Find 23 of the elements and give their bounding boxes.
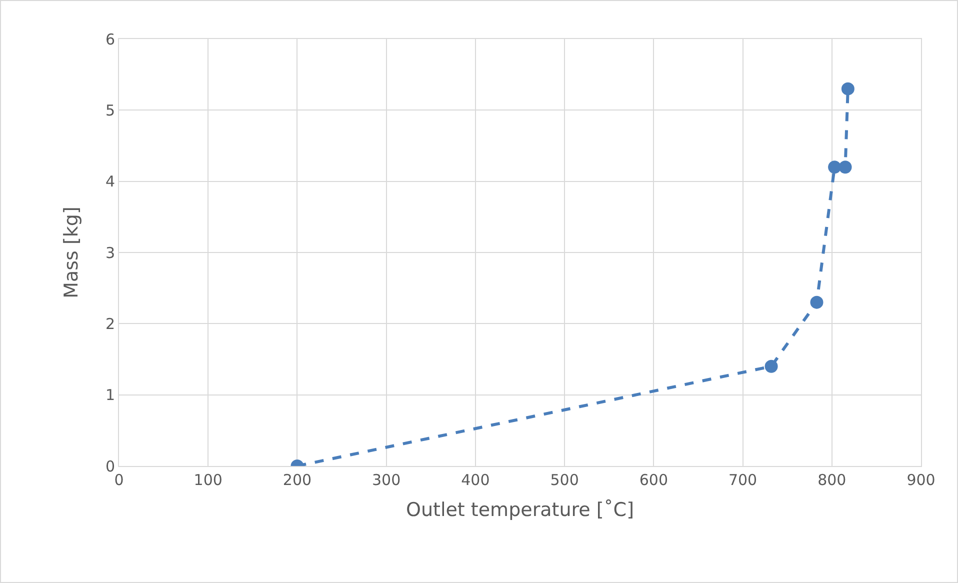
y-tick-label: 2 [105, 314, 115, 333]
y-tick-label: 6 [105, 30, 115, 48]
x-tick-label: 400 [461, 471, 490, 489]
point [810, 296, 824, 309]
y-axis-title: Mass [kg] [60, 206, 82, 298]
point [841, 82, 854, 96]
point [828, 160, 842, 174]
y-tick-label: 0 [105, 457, 115, 476]
x-tick-label: 300 [372, 471, 401, 489]
point [764, 360, 778, 373]
x-tick-label: 600 [639, 471, 668, 489]
y-tick-label: 5 [105, 101, 115, 120]
point [838, 160, 852, 174]
x-tick-label: 800 [818, 471, 846, 489]
x-axis-title: Outlet temperature [˚C] [406, 498, 634, 521]
y-tick-label: 1 [105, 386, 115, 404]
x-tick-label: 100 [194, 471, 222, 489]
x-tick-label: 500 [550, 471, 579, 489]
y-tick-label: 3 [105, 244, 115, 262]
x-tick-label: 700 [728, 471, 758, 489]
x-tick-label: 900 [906, 471, 936, 489]
x-tick-label: 200 [282, 471, 312, 489]
y-tick-label: 4 [105, 172, 115, 191]
